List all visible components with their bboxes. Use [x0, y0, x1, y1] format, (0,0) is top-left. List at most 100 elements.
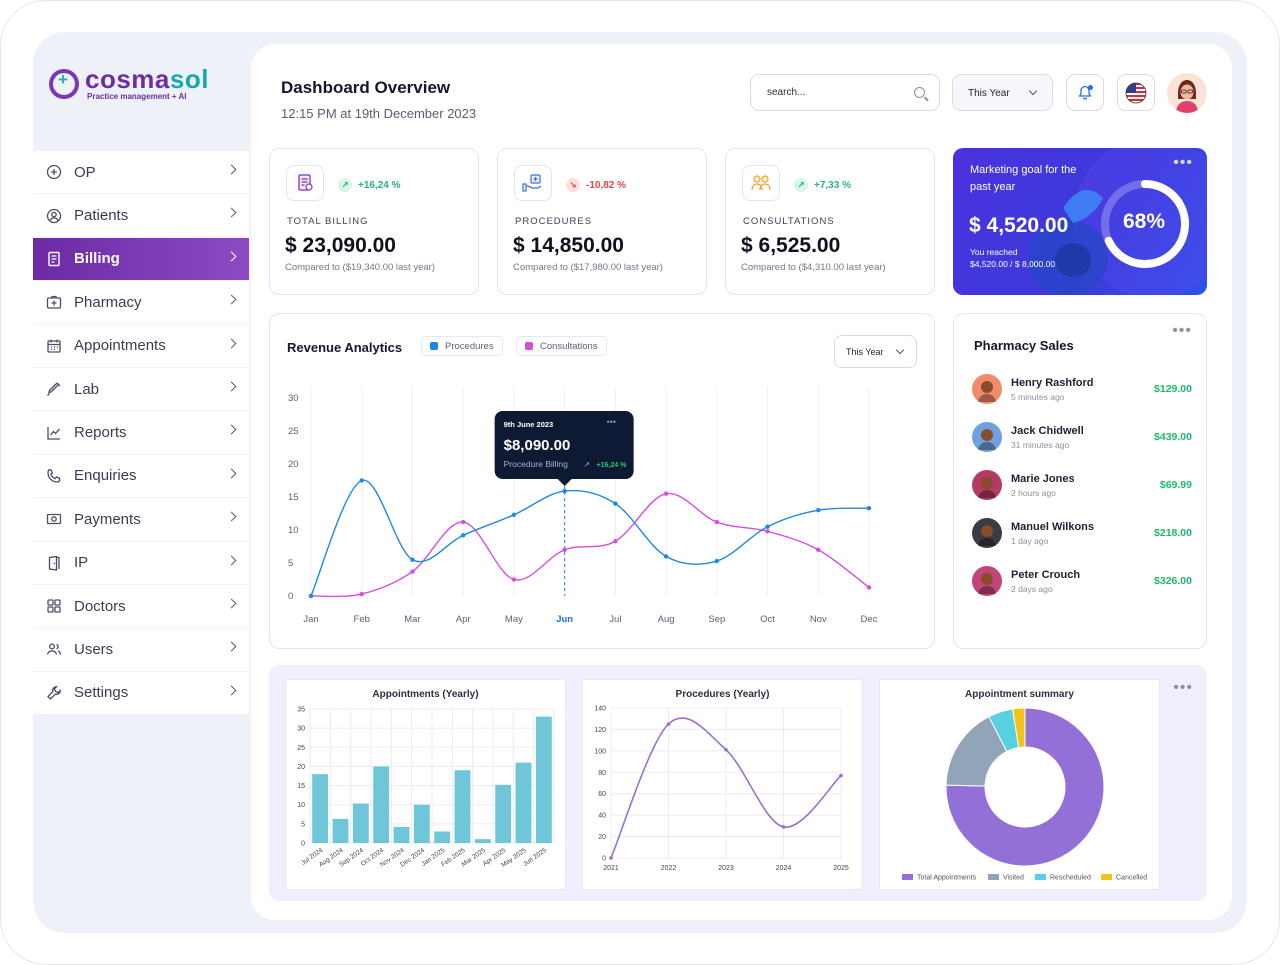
data-point-procedures[interactable] — [562, 488, 567, 494]
data-point-consultations[interactable] — [866, 585, 872, 590]
bottom-menu-icon[interactable]: ••• — [1173, 679, 1193, 696]
sidebar-item-billing[interactable]: Billing — [33, 237, 249, 282]
bar[interactable] — [495, 784, 512, 843]
marketing-goal-card: ••• Marketing goal for the past year $ 4… — [953, 148, 1207, 295]
bar[interactable] — [535, 716, 552, 843]
sidebar-item-doctors[interactable]: Doctors — [33, 585, 249, 629]
legend-label[interactable]: Rescheduled — [1050, 875, 1091, 882]
donut-slice-cancelled[interactable] — [1012, 707, 1026, 749]
goal-menu-icon[interactable]: ••• — [1173, 154, 1193, 171]
stat-change-text: +7,33 % — [814, 179, 851, 191]
bar[interactable] — [434, 831, 451, 843]
pharmacy-menu-icon[interactable]: ••• — [1172, 322, 1192, 339]
sidebar-item-lab[interactable]: Lab — [33, 368, 249, 412]
x-tick-label: 2022 — [661, 865, 677, 872]
sidebar-item-appointments[interactable]: Appointments — [33, 325, 249, 368]
data-point[interactable] — [839, 773, 843, 778]
data-point-consultations[interactable] — [359, 591, 364, 597]
bar[interactable] — [474, 839, 491, 843]
legend-consultations[interactable]: Consultations — [516, 336, 607, 356]
medkit-icon — [46, 294, 62, 310]
data-point-consultations[interactable] — [410, 569, 415, 574]
legend-label[interactable]: Total Appointments — [917, 875, 977, 882]
legend-swatch — [1035, 874, 1046, 880]
pharmacy-sale-row[interactable]: Marie Jones 2 hours ago $69.99 — [972, 470, 1192, 510]
bottom-charts: Appointments (Yearly) 0 5 10 15 20 25 30 35 Jul … — [269, 665, 1207, 901]
y-tick-label: 25 — [297, 745, 305, 752]
y-tick-label: 5 — [301, 821, 305, 828]
data-point-consultations[interactable] — [511, 577, 517, 582]
data-point[interactable] — [609, 856, 613, 860]
data-point-procedures[interactable] — [511, 512, 517, 518]
data-point-consultations[interactable] — [714, 519, 720, 525]
revenue-period-select[interactable]: This Year — [834, 335, 917, 368]
sidebar-item-label: Enquiries — [74, 467, 137, 485]
pharmacy-sale-row[interactable]: Jack Chidwell 31 minutes ago $439.00 — [972, 422, 1192, 462]
sidebar-item-ip[interactable]: IP — [33, 542, 249, 585]
tooltip-change: +16,24 % — [597, 462, 628, 469]
bar[interactable] — [352, 803, 369, 843]
legend-procedures[interactable]: Procedures — [421, 336, 503, 356]
brand-logo[interactable]: cosmasol Practice management + AI — [49, 66, 209, 101]
sidebar-item-reports[interactable]: Reports — [33, 411, 249, 455]
data-point-procedures[interactable] — [308, 593, 314, 599]
sidebar-item-op[interactable]: OP — [33, 151, 249, 195]
donut-slice-total-appointments[interactable] — [945, 707, 1105, 867]
legend-label[interactable]: Visited — [1003, 875, 1024, 882]
period-select[interactable]: This Year — [952, 74, 1053, 111]
revenue-analytics-card: Revenue Analytics Procedures Consultatio… — [269, 313, 935, 649]
data-point-consultations[interactable] — [765, 529, 770, 534]
x-tick-label: Feb — [354, 614, 370, 625]
user-avatar[interactable] — [1167, 73, 1207, 113]
bar[interactable] — [515, 762, 532, 843]
data-point-consultations[interactable] — [663, 491, 669, 496]
data-point-procedures[interactable] — [460, 533, 466, 538]
stat-card-total-billing[interactable]: ↗ +16,24 % TOTAL BILLING $ 23,090.00 Compare… — [269, 148, 479, 295]
sidebar-item-payments[interactable]: Payments — [33, 498, 249, 542]
data-point-procedures[interactable] — [714, 558, 720, 564]
data-point-consultations[interactable] — [816, 547, 821, 552]
data-point-procedures[interactable] — [765, 524, 770, 529]
data-point-procedures[interactable] — [359, 478, 364, 483]
data-point[interactable] — [666, 722, 671, 726]
bar[interactable] — [332, 818, 349, 843]
stat-card-consultations[interactable]: ↗ +7,33 % CONSULTATIONS $ 6,525.00 Compared … — [725, 148, 935, 295]
data-point-procedures[interactable] — [816, 508, 821, 513]
person-icon — [978, 477, 996, 498]
notification-dot — [1088, 85, 1093, 90]
data-point-consultations[interactable] — [613, 539, 618, 544]
appointments-chart-title: Appointments (Yearly) — [372, 689, 479, 700]
bar[interactable] — [373, 766, 390, 843]
data-point-consultations[interactable] — [562, 547, 567, 552]
legend-swatch — [988, 874, 999, 880]
search-box[interactable] — [750, 74, 940, 111]
goal-percent: 68% — [1122, 210, 1166, 233]
bar[interactable] — [312, 774, 329, 843]
bar[interactable] — [413, 804, 430, 843]
pharmacy-title: Pharmacy Sales — [974, 338, 1074, 353]
legend-label[interactable]: Cancelled — [1116, 875, 1147, 882]
sidebar-item-enquiries[interactable]: Enquiries — [33, 455, 249, 499]
data-point-procedures[interactable] — [613, 501, 618, 506]
sidebar-item-pharmacy[interactable]: Pharmacy — [33, 281, 249, 325]
data-point-procedures[interactable] — [410, 557, 415, 562]
notifications-button[interactable] — [1066, 74, 1104, 111]
stat-card-procedures[interactable]: ↘ -10,82 % PROCEDURES $ 14,850.00 Compared t… — [497, 148, 707, 295]
data-point-procedures[interactable] — [663, 554, 669, 559]
pharmacy-sale-row[interactable]: Henry Rashford 5 minutes ago $129.00 — [972, 374, 1192, 414]
data-point-consultations[interactable] — [460, 519, 466, 525]
y-tick-label: 25 — [288, 426, 299, 437]
data-point-procedures[interactable] — [866, 506, 872, 511]
language-button[interactable] — [1117, 74, 1155, 111]
data-point[interactable] — [781, 825, 786, 829]
data-point[interactable] — [724, 747, 728, 752]
pharmacy-sale-row[interactable]: Manuel Wilkons 1 day ago $218.00 — [972, 518, 1192, 558]
bar[interactable] — [454, 770, 471, 843]
pharmacy-sale-row[interactable]: Peter Crouch 2 days ago $326.00 — [972, 566, 1192, 606]
search-input[interactable] — [767, 87, 907, 98]
sidebar-item-patients[interactable]: Patients — [33, 194, 249, 238]
sidebar-item-settings[interactable]: Settings — [33, 672, 249, 716]
search-icon[interactable] — [914, 87, 925, 98]
bar[interactable] — [393, 826, 410, 843]
sidebar-item-users[interactable]: Users — [33, 628, 249, 672]
